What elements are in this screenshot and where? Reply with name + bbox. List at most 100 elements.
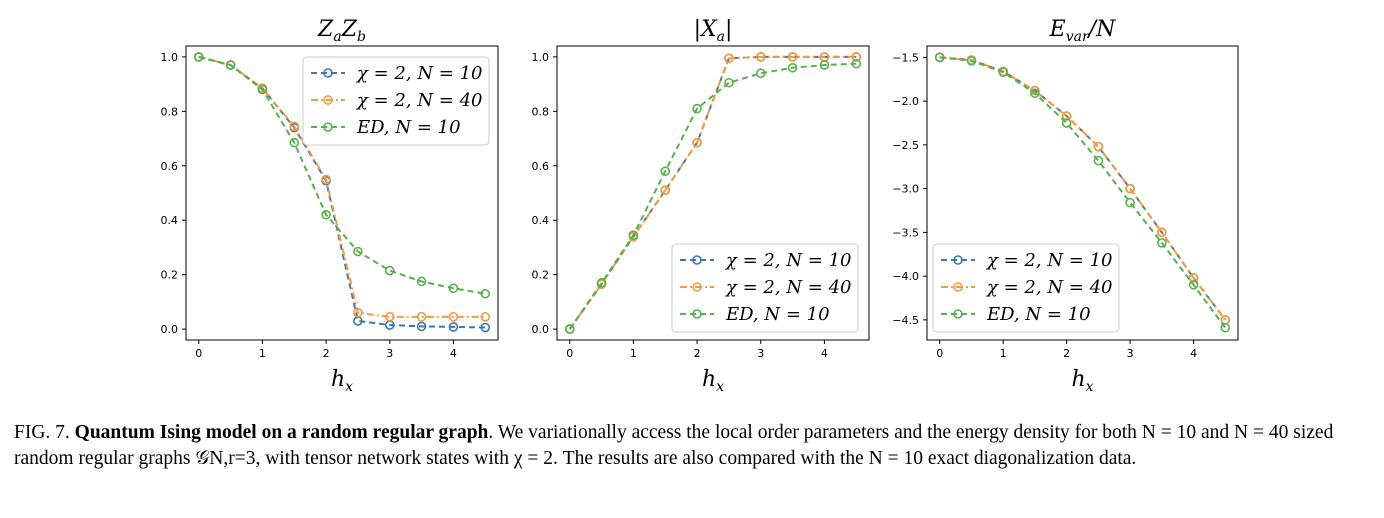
y-tick-label: 0.8: [161, 105, 179, 118]
data-point: [934, 52, 945, 63]
legend-label: χ = 2, N = 10: [355, 63, 483, 84]
x-tick-label: 2: [694, 347, 701, 360]
x-tick-label: 3: [386, 347, 393, 360]
series-line: [198, 55, 486, 295]
data-point: [966, 56, 977, 66]
axes-frame: [926, 45, 1239, 341]
data-point: [596, 278, 607, 288]
legend-marker: [692, 309, 702, 319]
data-point: [692, 137, 702, 148]
data-point: [321, 209, 331, 220]
data-point: [787, 62, 798, 73]
legend-marker: [692, 255, 702, 265]
legend-label: ED, N = 10: [725, 304, 830, 325]
data-point: [819, 60, 830, 70]
y-tick-label: −4.0: [892, 270, 919, 283]
y-tick-label: −3.0: [892, 183, 919, 196]
data-point: [628, 230, 639, 240]
data-point: [1030, 88, 1040, 99]
x-axis-label: hx: [702, 367, 724, 395]
caption-text: . We variationally access the local orde…: [14, 422, 1334, 469]
data-point: [851, 58, 862, 69]
y-tick-label: −2.5: [892, 139, 919, 152]
caption-title: Quantum Ising model on a random regular …: [74, 422, 489, 443]
x-tick-label: 1: [259, 347, 266, 360]
y-tick-label: 0.4: [161, 214, 179, 227]
x-axis-label: hx: [1071, 367, 1093, 395]
y-tick-label: −3.5: [892, 226, 919, 239]
data-point: [1061, 118, 1072, 128]
series-line: [568, 62, 857, 330]
legend: χ = 2, N = 10 χ = 2, N = 40 ED, N = 10: [671, 243, 859, 333]
data-point: [851, 52, 862, 62]
legend-label: ED, N = 10: [356, 117, 461, 138]
data-point: [1188, 273, 1199, 283]
axes-frame: [556, 45, 870, 341]
y-tick-label: 0.2: [161, 269, 179, 282]
figure-caption: FIG. 7. Quantum Ising model on a random …: [14, 420, 1370, 472]
y-tick-label: 0.4: [532, 214, 550, 227]
x-tick-label: 0: [566, 347, 573, 360]
data-point: [660, 166, 671, 177]
series-3: [934, 52, 1231, 333]
series-3: [564, 58, 862, 334]
x-tick-label: 0: [195, 347, 202, 360]
series-line: [939, 56, 1227, 329]
data-point: [257, 84, 268, 95]
data-point: [193, 52, 204, 62]
y-tick-label: −4.5: [892, 314, 919, 327]
data-point: [448, 312, 459, 322]
y-tick-label: 0.6: [532, 160, 550, 173]
y-tick-label: 1.0: [532, 51, 550, 64]
y-tick-label: −1.5: [892, 51, 919, 64]
data-point: [1061, 111, 1072, 121]
data-point: [448, 322, 459, 332]
legend-box: [932, 243, 1120, 333]
legend-box: [302, 56, 490, 146]
y-tick-label: −2.0: [892, 95, 919, 108]
y-tick-label: 0.2: [532, 269, 550, 282]
legend-label: χ = 2, N = 40: [724, 277, 852, 298]
data-point: [321, 174, 331, 185]
data-point: [755, 52, 766, 62]
data-point: [1125, 183, 1135, 194]
legend: χ = 2, N = 10 χ = 2, N = 40 ED, N = 10: [932, 243, 1120, 333]
data-point: [384, 312, 395, 322]
legend-marker: [953, 255, 963, 265]
data-point: [480, 288, 491, 299]
data-point: [1157, 227, 1167, 238]
y-tick-label: 0.0: [161, 323, 179, 336]
data-point: [1125, 197, 1135, 208]
data-point: [384, 265, 395, 276]
x-tick-label: 4: [821, 347, 828, 360]
legend-marker: [323, 95, 333, 105]
data-point: [1157, 238, 1167, 248]
data-point: [416, 276, 427, 287]
caption-label: FIG. 7.: [14, 422, 70, 443]
data-point: [416, 321, 427, 332]
data-point: [480, 322, 491, 333]
data-point: [416, 312, 427, 322]
data-point: [692, 103, 702, 114]
panel-title: Evar/N: [1049, 17, 1116, 45]
data-point: [225, 60, 236, 70]
data-point: [998, 67, 1008, 78]
data-point: [448, 283, 459, 294]
y-tick-label: 0.0: [532, 323, 550, 336]
data-point: [755, 68, 766, 79]
legend-label: ED, N = 10: [986, 304, 1091, 325]
x-tick-label: 3: [1127, 347, 1134, 360]
x-tick-label: 1: [630, 347, 637, 360]
data-point: [1220, 322, 1231, 333]
x-tick-label: 4: [1190, 347, 1197, 360]
legend-box: [671, 243, 859, 333]
legend-label: χ = 2, N = 10: [985, 250, 1113, 271]
data-point: [660, 185, 671, 196]
data-point: [480, 312, 491, 322]
x-tick-label: 0: [936, 347, 943, 360]
figure: ZaZb 0 1 2 3 4 0.0 0.2 0.4 0.6 0.8 1.0 hx χ = 2, N = …: [161, 17, 1239, 395]
series-line: [568, 55, 857, 330]
y-tick-label: 1.0: [161, 51, 179, 64]
data-point: [353, 307, 363, 318]
x-tick-label: 2: [323, 347, 330, 360]
